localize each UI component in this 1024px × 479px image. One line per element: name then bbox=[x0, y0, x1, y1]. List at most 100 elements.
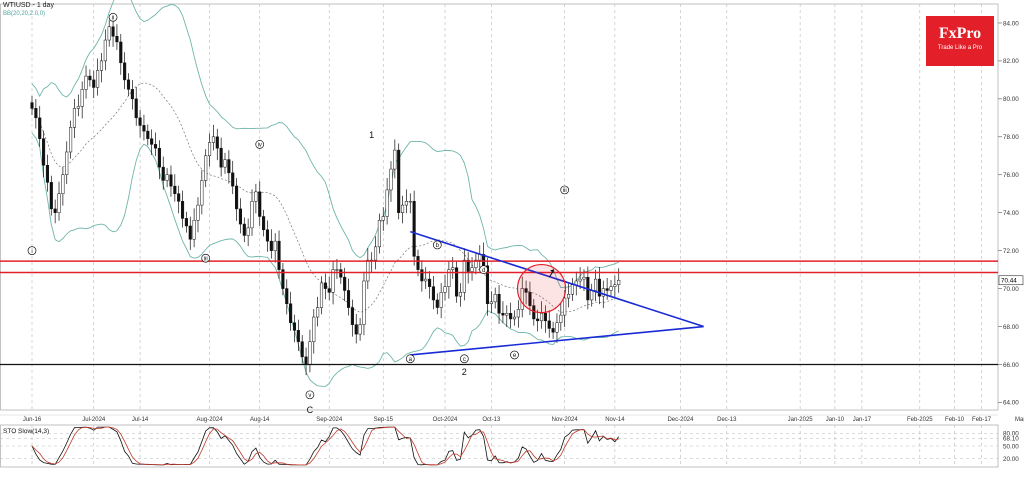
main-panel-frame bbox=[0, 3, 999, 411]
wave-label-circle bbox=[405, 354, 415, 364]
candle-body bbox=[34, 108, 38, 119]
candle-body bbox=[99, 60, 104, 71]
candle-body bbox=[42, 138, 46, 166]
candle-body bbox=[509, 312, 513, 320]
candle-body bbox=[512, 316, 517, 320]
wave-label: a bbox=[409, 357, 413, 363]
candle-body bbox=[96, 70, 100, 88]
candle-body bbox=[235, 185, 239, 210]
candle-body bbox=[208, 142, 212, 157]
candle-body bbox=[617, 279, 621, 286]
candle-body bbox=[126, 79, 131, 90]
wave-label: i bbox=[31, 249, 32, 255]
y-tick-label: 72.00 bbox=[1003, 248, 1019, 255]
candle-body bbox=[173, 185, 177, 194]
candle-body bbox=[458, 292, 463, 297]
osc-tick-label: 68.10 bbox=[1003, 436, 1019, 443]
candle-body bbox=[493, 294, 497, 303]
candle-body bbox=[161, 166, 165, 181]
y-tick-label: 64.00 bbox=[1003, 400, 1019, 407]
candle-body bbox=[254, 191, 258, 202]
x-tick-label: Dec-2024 bbox=[667, 417, 694, 423]
candle-body bbox=[157, 147, 161, 168]
candle-body bbox=[466, 259, 470, 272]
candle-body bbox=[516, 309, 520, 318]
candle-body bbox=[285, 288, 289, 305]
candle-body bbox=[447, 269, 451, 287]
y-tick-label: 70.00 bbox=[1003, 286, 1019, 293]
wave-label: iii bbox=[204, 256, 208, 262]
candle-body bbox=[404, 201, 408, 206]
candle-body bbox=[138, 117, 142, 126]
candle-body bbox=[373, 246, 378, 261]
x-tick-label: Mar-2025 bbox=[1015, 417, 1024, 423]
candle-body bbox=[80, 89, 84, 107]
candle-body bbox=[605, 288, 609, 291]
candle-body bbox=[343, 276, 347, 291]
candle-body bbox=[246, 227, 250, 236]
candle-body bbox=[536, 318, 540, 322]
candle-body bbox=[578, 278, 582, 282]
last-price-label: 70.44 bbox=[1001, 278, 1017, 285]
candle-body bbox=[61, 174, 65, 194]
candle-body bbox=[215, 136, 219, 149]
stochastic-d-line bbox=[31, 426, 619, 466]
candle-body bbox=[594, 278, 598, 291]
candle-body bbox=[115, 36, 119, 43]
x-tick-label: Dec-13 bbox=[717, 417, 737, 423]
candle-body bbox=[350, 307, 354, 325]
wave-label-circle bbox=[255, 140, 265, 149]
y-tick-label: 68.00 bbox=[1003, 324, 1019, 331]
candle-body bbox=[489, 301, 493, 305]
wave-label-circle bbox=[459, 354, 469, 364]
candle-body bbox=[528, 292, 532, 306]
candle-body bbox=[146, 130, 150, 139]
wave-label: ii bbox=[112, 15, 115, 21]
candle-body bbox=[196, 204, 200, 221]
candle-body bbox=[204, 155, 208, 181]
x-tick-label: Jul-14 bbox=[132, 417, 149, 423]
wave-label: iii bbox=[563, 188, 567, 194]
candle-body bbox=[200, 180, 204, 206]
candle-body bbox=[358, 324, 362, 335]
candle-body bbox=[262, 216, 266, 231]
wave-label-circle bbox=[201, 253, 211, 263]
triangle-upper-trendline bbox=[410, 230, 704, 328]
breakout-highlight-circle bbox=[516, 263, 567, 314]
candle-body bbox=[393, 149, 397, 170]
candle-body bbox=[250, 201, 254, 229]
candle-body bbox=[470, 267, 474, 272]
candle-body bbox=[192, 220, 196, 240]
candle-body bbox=[308, 341, 312, 365]
x-tick-label: Feb-2025 bbox=[907, 417, 933, 423]
wave-label-circle bbox=[479, 265, 488, 274]
candle-body bbox=[346, 290, 351, 308]
x-tick-label: Oct-2024 bbox=[433, 417, 458, 423]
candle-body bbox=[520, 288, 524, 310]
candle-body bbox=[366, 259, 370, 282]
wave-label: e bbox=[513, 353, 517, 359]
candle-body bbox=[88, 75, 92, 81]
x-tick-label: Jan-10 bbox=[826, 417, 845, 423]
candle-body bbox=[184, 218, 188, 227]
candle-body bbox=[505, 312, 509, 316]
candle-body bbox=[551, 328, 555, 333]
logo-brand: FxPro bbox=[938, 25, 982, 42]
candle-body bbox=[609, 286, 613, 291]
candle-body bbox=[590, 290, 594, 301]
candle-body bbox=[281, 269, 285, 289]
candle-body bbox=[555, 322, 559, 333]
logo-tagline: Trade Like a Pro bbox=[937, 45, 983, 51]
bollinger-lower-band bbox=[31, 132, 619, 387]
candle-body bbox=[165, 174, 169, 181]
oscillator-label: STO Slow(14,3) bbox=[3, 428, 49, 435]
candle-body bbox=[231, 172, 235, 187]
wave-label-circle bbox=[560, 185, 570, 195]
y-tick-label: 82.00 bbox=[1003, 58, 1019, 65]
candle-body bbox=[563, 297, 567, 316]
candle-body bbox=[397, 149, 401, 213]
candle-body bbox=[223, 159, 227, 168]
candle-body bbox=[570, 284, 574, 295]
